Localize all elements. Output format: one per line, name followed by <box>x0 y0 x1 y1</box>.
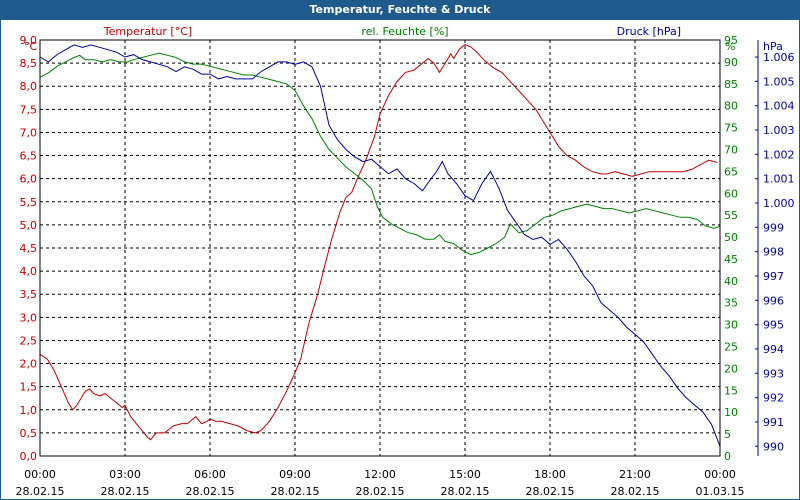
x-tick-label-date: 01.03.15 <box>696 485 745 498</box>
y-tick-label-pressure: 999 <box>763 221 784 234</box>
axis-label-temperature: Temperatur [°C] <box>103 25 192 38</box>
x-tick-label-date: 28.02.15 <box>611 485 660 498</box>
humidity-line <box>39 52 721 256</box>
axis-label-pressure: Druck [hPa] <box>617 25 681 38</box>
axis-unit-temperature: °C <box>24 40 38 53</box>
y-tick-label-pressure: 1.005 <box>763 75 795 88</box>
y-tick-label-pressure: 994 <box>763 343 784 356</box>
y-tick-label-humidity: 20 <box>724 362 738 375</box>
y-tick-label-pressure: 1.004 <box>763 100 795 113</box>
temperature-line <box>39 44 718 441</box>
y-tick-label-temperature: 6,0 <box>20 173 38 186</box>
series-lines <box>39 44 721 447</box>
y-tick-label-humidity: 30 <box>724 319 738 332</box>
y-tick-label-temperature: 3,5 <box>20 288 38 301</box>
y-tick-label-humidity: 50 <box>724 231 738 244</box>
y-tick-label-pressure: 990 <box>763 440 784 453</box>
y-tick-label-temperature: 2,5 <box>20 334 38 347</box>
x-tick-label-date: 28.02.15 <box>271 485 320 498</box>
x-tick-label-time: 18:00 <box>534 468 566 481</box>
x-tick-label-date: 28.02.15 <box>186 485 235 498</box>
y-tick-label-pressure: 1.001 <box>763 173 795 186</box>
axes <box>39 39 759 457</box>
x-tick-label-date: 28.02.15 <box>441 485 490 498</box>
x-tick-label-date: 28.02.15 <box>526 485 575 498</box>
y-tick-label-pressure: 1.006 <box>763 51 795 64</box>
y-tick-label-temperature: 1,5 <box>20 381 38 394</box>
y-tick-label-temperature: 7,0 <box>20 126 38 139</box>
y-tick-label-temperature: 3,0 <box>20 311 38 324</box>
y-tick-label-humidity: 95 <box>724 34 738 47</box>
y-tick-label-humidity: 10 <box>724 406 738 419</box>
y-tick-label-temperature: 7,5 <box>20 103 38 116</box>
x-tick-label-time: 03:00 <box>109 468 141 481</box>
window-title: Temperatur, Feuchte & Druck <box>0 0 800 20</box>
y-tick-label-pressure: 993 <box>763 367 784 380</box>
y-tick-label-pressure: 1.003 <box>763 124 795 137</box>
x-tick-label-date: 28.02.15 <box>16 485 65 498</box>
y-tick-label-humidity: 55 <box>724 209 738 222</box>
y-tick-label-humidity: 65 <box>724 165 738 178</box>
y-tick-label-humidity: 0 <box>724 450 731 463</box>
y-tick-label-humidity: 15 <box>724 384 738 397</box>
y-tick-label-pressure: 992 <box>763 392 784 405</box>
pressure-line <box>39 44 721 447</box>
y-tick-label-pressure: 1.002 <box>763 148 795 161</box>
y-tick-label-humidity: 70 <box>724 143 738 156</box>
y-tick-label-temperature: 4,5 <box>20 242 38 255</box>
y-tick-label-humidity: 45 <box>724 253 738 266</box>
y-tick-label-humidity: 5 <box>724 428 731 441</box>
x-tick-label-time: 09:00 <box>279 468 311 481</box>
labels: 00:00 28.02.15 03:00 28.02.15 06:00 28.02.15 0… <box>16 25 795 498</box>
y-tick-label-temperature: 8,5 <box>20 57 38 70</box>
y-tick-label-temperature: 2,0 <box>20 358 38 371</box>
x-tick-label-time: 21:00 <box>619 468 651 481</box>
x-tick-label-date: 28.02.15 <box>101 485 150 498</box>
axis-unit-pressure: hPa <box>763 40 783 53</box>
x-tick-label-time: 00:00 <box>24 468 56 481</box>
y-tick-label-temperature: 5,0 <box>20 219 38 232</box>
y-tick-label-temperature: 6,5 <box>20 150 38 163</box>
y-tick-label-humidity: 25 <box>724 341 738 354</box>
y-tick-label-humidity: 80 <box>724 100 738 113</box>
y-tick-label-pressure: 996 <box>763 294 784 307</box>
x-tick-label-date: 28.02.15 <box>356 485 405 498</box>
y-tick-label-pressure: 995 <box>763 319 784 332</box>
y-tick-label-pressure: 991 <box>763 416 784 429</box>
x-tick-label-time: 12:00 <box>364 468 396 481</box>
y-tick-label-humidity: 85 <box>724 78 738 91</box>
axis-label-humidity: rel. Feuchte [%] <box>361 25 448 38</box>
y-tick-label-temperature: 5,5 <box>20 196 38 209</box>
x-tick-label-time: 00:00 <box>704 468 736 481</box>
x-tick-label-time: 15:00 <box>449 468 481 481</box>
y-tick-label-humidity: 35 <box>724 297 738 310</box>
y-tick-label-pressure: 1.000 <box>763 197 795 210</box>
y-tick-label-pressure: 997 <box>763 270 784 283</box>
x-tick-label-time: 06:00 <box>194 468 226 481</box>
y-tick-label-pressure: 998 <box>763 246 784 259</box>
y-tick-label-temperature: 8,0 <box>20 80 38 93</box>
y-tick-label-temperature: 4,0 <box>20 265 38 278</box>
plot-area-border <box>39 39 721 457</box>
y-tick-label-humidity: 75 <box>724 122 738 135</box>
y-tick-label-temperature: 0,5 <box>20 427 38 440</box>
y-tick-label-temperature: 9,0 <box>20 34 38 47</box>
y-tick-label-humidity: 90 <box>724 56 738 69</box>
y-tick-label-temperature: 0,0 <box>20 450 38 463</box>
y-tick-label-temperature: 1,0 <box>20 404 38 417</box>
grid <box>40 40 720 456</box>
axis-unit-humidity: % <box>725 40 735 53</box>
y-tick-label-humidity: 60 <box>724 187 738 200</box>
y-tick-label-humidity: 40 <box>724 275 738 288</box>
